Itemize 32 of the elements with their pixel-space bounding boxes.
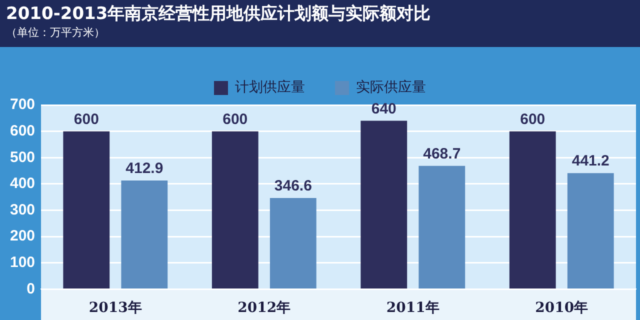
legend-label: 计划供应量 — [235, 80, 305, 96]
x-tick-label: 2013年 — [88, 300, 142, 316]
data-label: 600 — [222, 110, 248, 128]
y-tick-label: 300 — [10, 201, 36, 218]
x-tick-label: 2010年 — [535, 300, 588, 316]
data-label: 441.2 — [572, 152, 610, 170]
y-tick-label: 600 — [10, 122, 36, 140]
bar — [212, 131, 258, 288]
y-tick-label: 400 — [10, 175, 36, 192]
x-tick-label: 2012年 — [238, 300, 291, 316]
chart-subtitle: （单位：万平方米） — [6, 25, 106, 41]
data-label: 412.9 — [126, 160, 164, 178]
bar — [63, 131, 110, 288]
bar — [509, 131, 556, 288]
data-label: 600 — [74, 110, 99, 128]
bar — [360, 120, 408, 288]
bar — [270, 198, 316, 288]
y-tick-label: 700 — [10, 96, 36, 114]
data-label: 468.7 — [423, 146, 461, 163]
data-label: 600 — [520, 110, 546, 128]
y-tick-label: 500 — [10, 148, 36, 166]
y-tick-label: 100 — [10, 254, 36, 272]
legend-label: 实际供应量 — [356, 80, 426, 96]
bar — [121, 180, 168, 288]
y-tick-label: 200 — [10, 228, 36, 245]
data-label: 346.6 — [274, 178, 312, 195]
x-tick-label: 2011年 — [386, 300, 440, 316]
chart-title: 2010-2013年南京经营性用地供应计划额与实际额对比 — [6, 3, 432, 25]
bar — [418, 166, 466, 288]
data-label: 640 — [371, 100, 396, 118]
y-tick-label: 0 — [26, 280, 36, 298]
bar — [567, 173, 614, 288]
